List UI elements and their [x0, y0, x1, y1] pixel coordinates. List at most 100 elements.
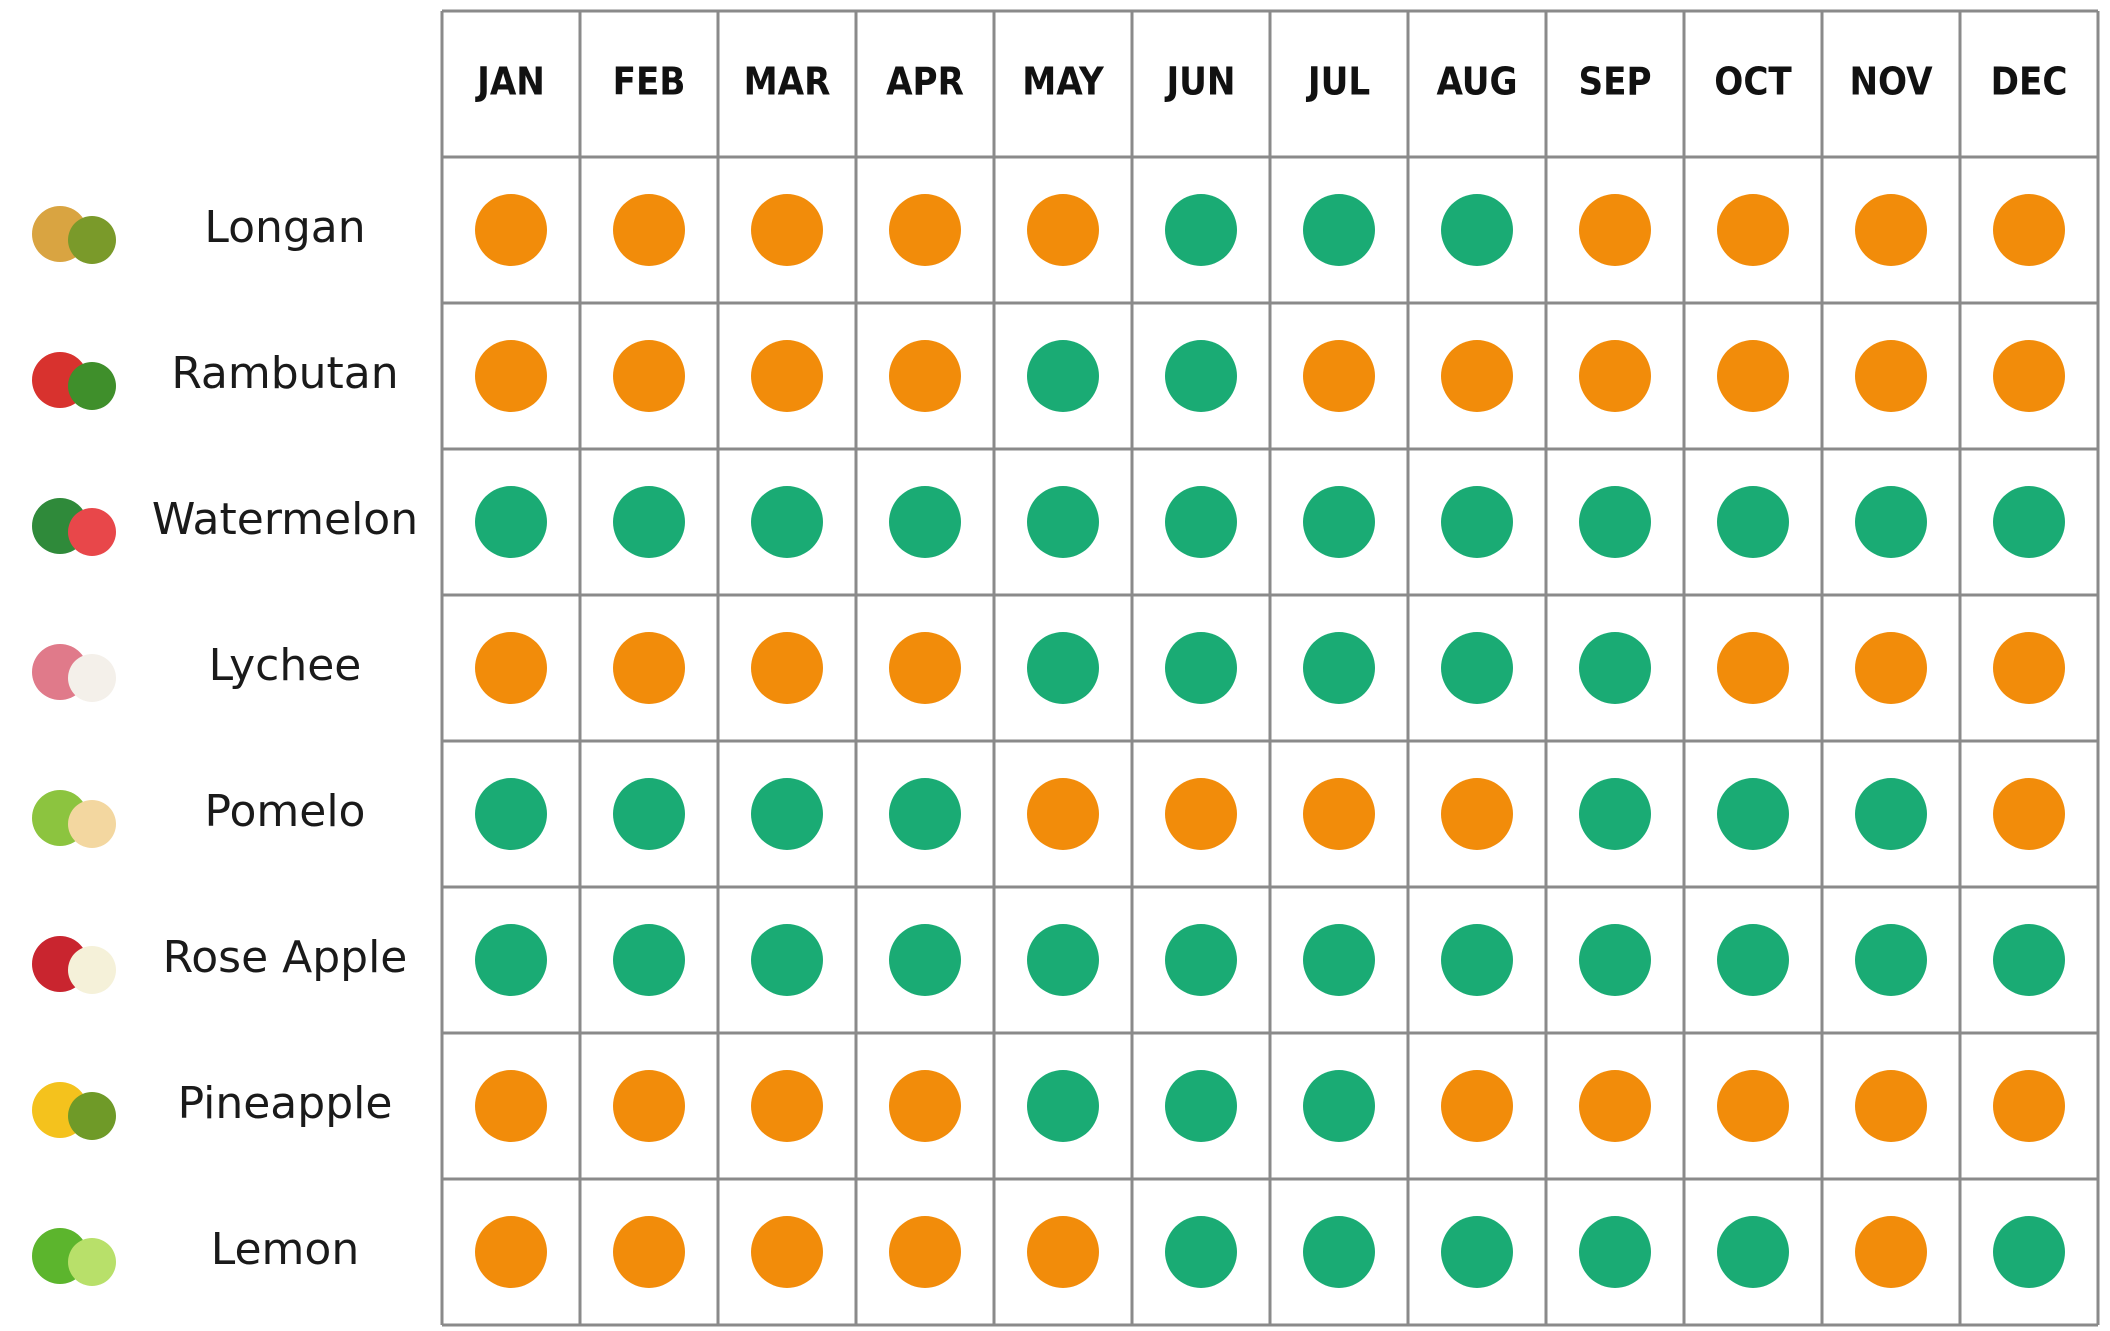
season-dot: [1027, 1216, 1099, 1288]
season-dot: [613, 632, 685, 704]
season-dot: [1993, 1216, 2065, 1288]
fruit-icon: [68, 216, 116, 264]
season-dot: [1303, 486, 1375, 558]
season-dot: [475, 340, 547, 412]
season-dot: [889, 1216, 961, 1288]
season-dot: [751, 194, 823, 266]
season-dot: [1579, 632, 1651, 704]
fruit-icon: [68, 654, 116, 702]
month-header: APR: [886, 60, 964, 104]
season-dot: [1027, 194, 1099, 266]
season-dot: [1855, 340, 1927, 412]
season-dot: [1027, 1070, 1099, 1142]
season-dot: [1855, 1070, 1927, 1142]
season-dot: [1717, 778, 1789, 850]
season-dot: [1303, 924, 1375, 996]
month-header: JUL: [1306, 60, 1370, 104]
season-dot: [475, 778, 547, 850]
season-dot: [1165, 778, 1237, 850]
season-dot: [1165, 924, 1237, 996]
season-dot: [475, 486, 547, 558]
month-header: FEB: [613, 60, 686, 104]
season-dot: [1993, 924, 2065, 996]
season-dot: [1165, 486, 1237, 558]
season-dot: [1441, 340, 1513, 412]
season-dot: [889, 924, 961, 996]
season-dot: [475, 1070, 547, 1142]
season-dot: [1579, 1070, 1651, 1142]
season-dot: [889, 340, 961, 412]
season-dot: [1303, 340, 1375, 412]
season-dot: [1165, 632, 1237, 704]
season-dot: [751, 778, 823, 850]
season-dot: [1855, 778, 1927, 850]
season-dot: [1027, 632, 1099, 704]
season-dot: [613, 924, 685, 996]
fruit-label: Lychee: [209, 640, 362, 691]
season-dot: [1855, 924, 1927, 996]
season-dot: [1855, 486, 1927, 558]
season-dot: [1027, 778, 1099, 850]
fruit-icon: [68, 946, 116, 994]
season-dot: [889, 778, 961, 850]
month-header: AUG: [1436, 60, 1517, 104]
season-dot: [613, 1216, 685, 1288]
season-dot: [1165, 194, 1237, 266]
season-dot: [1303, 1070, 1375, 1142]
season-dot: [751, 632, 823, 704]
month-header: JAN: [475, 60, 545, 104]
season-dot: [1165, 1216, 1237, 1288]
season-dot: [1303, 194, 1375, 266]
season-dot: [613, 1070, 685, 1142]
fruit-icon: [68, 1092, 116, 1140]
season-dot: [1855, 194, 1927, 266]
month-header: JUN: [1164, 60, 1235, 104]
month-header: MAR: [744, 60, 831, 104]
season-dot: [1027, 486, 1099, 558]
season-dot: [1717, 1216, 1789, 1288]
season-dot: [1579, 1216, 1651, 1288]
fruit-label: Pomelo: [205, 786, 366, 837]
season-dot: [1717, 486, 1789, 558]
fruit-label: Longan: [204, 202, 365, 253]
fruit-label: Rambutan: [171, 348, 398, 399]
season-dot: [613, 194, 685, 266]
season-dot: [475, 632, 547, 704]
season-dot: [1303, 1216, 1375, 1288]
season-dot: [1579, 924, 1651, 996]
fruit-label: Rose Apple: [163, 932, 408, 983]
month-header: OCT: [1714, 60, 1792, 104]
season-dot: [1717, 194, 1789, 266]
season-dot: [1717, 1070, 1789, 1142]
season-dot: [613, 340, 685, 412]
season-dot: [1027, 924, 1099, 996]
fruit-label: Lemon: [211, 1224, 359, 1275]
fruit-label: Watermelon: [152, 494, 418, 545]
season-dot: [1855, 632, 1927, 704]
month-header: MAY: [1022, 60, 1105, 104]
month-header: NOV: [1849, 60, 1933, 104]
season-dot: [1027, 340, 1099, 412]
month-header: SEP: [1578, 60, 1651, 104]
fruit-icon: [68, 1238, 116, 1286]
fruit-icon: [68, 508, 116, 556]
season-dot: [1165, 1070, 1237, 1142]
season-dot: [1993, 194, 2065, 266]
season-dot: [1579, 486, 1651, 558]
season-dot: [1717, 340, 1789, 412]
season-dot: [889, 1070, 961, 1142]
season-dot: [889, 632, 961, 704]
season-dot: [1441, 632, 1513, 704]
season-dot: [1441, 194, 1513, 266]
season-dot: [1855, 1216, 1927, 1288]
season-dot: [613, 486, 685, 558]
season-dot: [1579, 194, 1651, 266]
season-dot: [475, 924, 547, 996]
season-dot: [1993, 632, 2065, 704]
season-dot: [751, 924, 823, 996]
season-dot: [1441, 1216, 1513, 1288]
season-dot: [1303, 632, 1375, 704]
season-dot: [1717, 632, 1789, 704]
season-dot: [475, 194, 547, 266]
season-dot: [475, 1216, 547, 1288]
